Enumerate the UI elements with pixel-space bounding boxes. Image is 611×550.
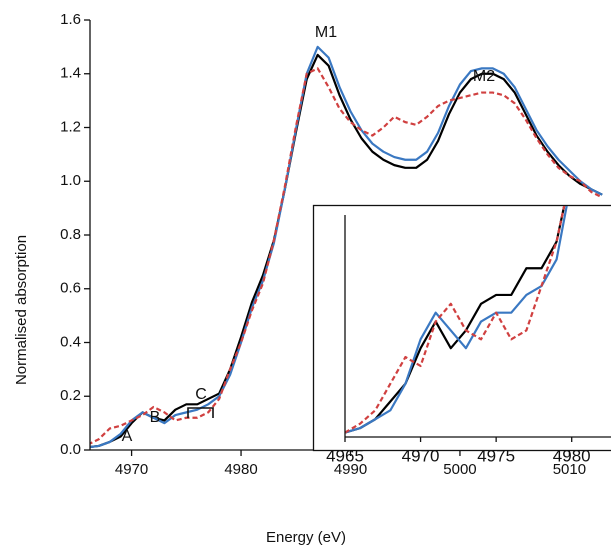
y-tick-label: 0.8 bbox=[60, 226, 81, 243]
x-tick-label: 4980 bbox=[224, 461, 257, 478]
x-tick-label: 5010 bbox=[553, 461, 586, 478]
bracket bbox=[187, 407, 214, 418]
y-tick-label: 0.6 bbox=[60, 280, 81, 297]
plot-lines bbox=[90, 45, 603, 449]
y-tick-label: 1.0 bbox=[60, 172, 81, 189]
y-tick-label: 0.2 bbox=[60, 387, 81, 404]
inset: 4965 4970 4975 4980 bbox=[312, 204, 611, 465]
y-tick-label: 0.4 bbox=[60, 333, 81, 350]
annotation: M1 bbox=[315, 24, 337, 41]
x-tick-label: 4975 bbox=[477, 446, 515, 465]
data-line bbox=[90, 67, 603, 445]
data-line bbox=[90, 45, 603, 449]
x-tick-label: 4980 bbox=[553, 446, 591, 465]
data-line bbox=[344, 206, 566, 434]
y-tick-label: 0.0 bbox=[60, 441, 81, 458]
x-tick-label: 4965 bbox=[326, 446, 364, 465]
x-axis-label: Energy (eV) bbox=[266, 529, 346, 546]
annotation: A bbox=[122, 428, 133, 445]
plot-lines bbox=[344, 206, 568, 434]
data-line bbox=[344, 206, 568, 434]
annotation: M2 bbox=[473, 68, 495, 85]
x-tick-label: 5000 bbox=[443, 461, 476, 478]
y-axis-label: Normalised absorption bbox=[13, 235, 30, 385]
inset-frame bbox=[312, 204, 611, 452]
y-tick-label: 1.6 bbox=[60, 11, 81, 28]
x-tick-label: 4970 bbox=[402, 446, 440, 465]
annotation: C bbox=[195, 386, 207, 403]
x-tick-label: 4970 bbox=[115, 461, 148, 478]
y-tick-label: 1.4 bbox=[60, 65, 81, 82]
data-line bbox=[90, 53, 603, 449]
y-tick-label: 1.2 bbox=[60, 118, 81, 135]
main-plot: 4970 4980 4990 5000 5010 0.0 0.2 0.4 0.6 0.8 1.0 1.… bbox=[60, 11, 611, 478]
x-tick-label: 4990 bbox=[334, 461, 367, 478]
annotation: B bbox=[150, 409, 161, 426]
